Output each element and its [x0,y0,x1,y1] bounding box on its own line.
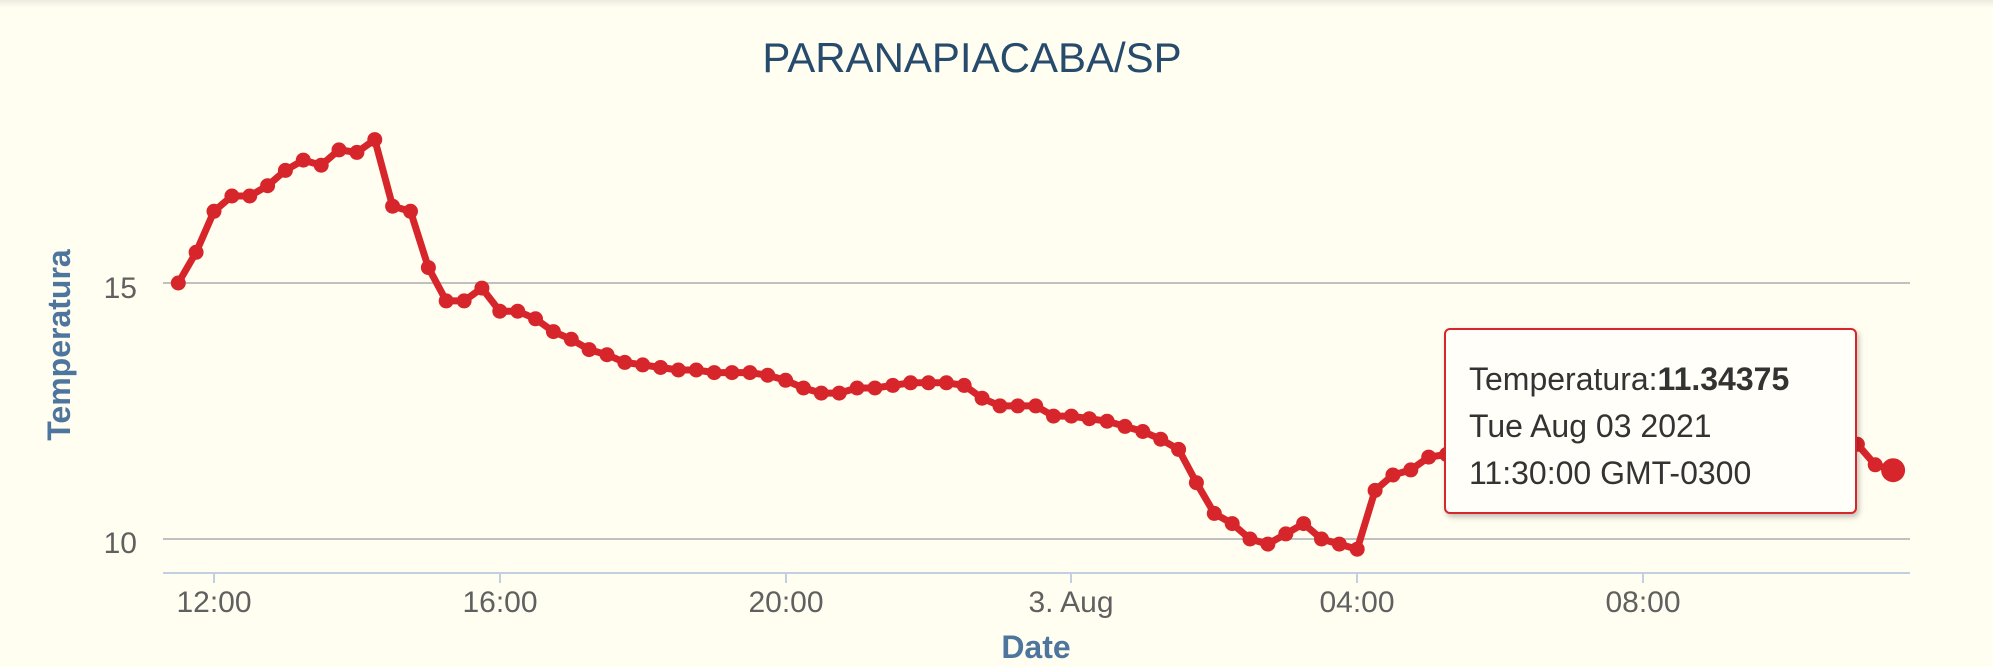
tooltip-time: 11:30:00 GMT-0300 [1469,455,1752,491]
tooltip-value: 11.34375 [1657,361,1790,397]
data-point[interactable] [1063,408,1079,424]
data-point[interactable] [1278,526,1294,542]
data-point[interactable] [170,275,186,291]
data-point[interactable] [420,260,436,276]
data-point[interactable] [1867,457,1883,473]
chart-title: PARANAPIACABA/SP [762,34,1181,81]
data-point[interactable] [813,385,829,401]
data-point[interactable] [385,198,401,214]
data-point[interactable] [456,293,472,309]
x-tick-label: 04:00 [1319,586,1394,619]
data-point[interactable] [528,311,543,327]
data-point[interactable] [742,365,758,381]
data-point[interactable] [1153,431,1169,447]
data-point[interactable] [1421,449,1437,465]
data-point[interactable] [974,390,990,406]
data-point[interactable] [885,377,901,393]
data-point[interactable] [1117,418,1133,434]
data-point[interactable] [1028,398,1044,414]
data-point[interactable] [1403,462,1419,478]
data-point[interactable] [313,157,329,173]
y-tick-label-15: 15 [104,272,137,305]
tooltip-date: Tue Aug 03 2021 [1469,408,1712,444]
y-tick-label-10: 10 [104,527,137,560]
data-point[interactable] [1135,424,1151,439]
data-point[interactable] [1242,531,1258,547]
data-point[interactable] [295,152,311,168]
data-point[interactable] [1314,531,1329,547]
data-point[interactable] [1188,475,1204,491]
x-tick-label: 12:00 [176,586,251,619]
data-point[interactable] [545,324,561,340]
data-point[interactable] [367,132,383,148]
x-tick-label: 3. Aug [1028,586,1113,619]
data-point[interactable] [1367,482,1383,498]
data-point[interactable] [1260,536,1276,552]
data-point[interactable] [867,380,883,396]
data-point[interactable] [903,375,919,391]
data-point[interactable] [653,360,669,375]
data-point[interactable] [635,357,651,373]
data-point[interactable] [492,303,508,319]
data-point[interactable] [1046,408,1061,424]
data-point[interactable] [510,303,526,319]
data-point[interactable] [1224,516,1240,532]
x-axis-title: Date [1001,629,1070,665]
data-point[interactable] [331,142,347,158]
data-point[interactable] [831,385,847,401]
hover-tooltip: Temperatura:11.34375 Tue Aug 03 2021 11:… [1444,328,1857,514]
data-point[interactable] [1171,441,1187,457]
data-point[interactable] [242,188,258,204]
hovered-data-point[interactable] [1881,458,1906,483]
data-point[interactable] [1206,505,1222,521]
x-tick-label: 16:00 [462,586,537,619]
tooltip-value-line: Temperatura:11.34375 [1469,356,1855,403]
data-point[interactable] [1010,398,1026,414]
data-point[interactable] [921,375,936,391]
data-point[interactable] [724,365,740,381]
data-point[interactable] [938,375,954,391]
data-point[interactable] [563,331,579,347]
data-point[interactable] [599,347,615,363]
data-point[interactable] [474,280,490,296]
data-point[interactable] [992,398,1008,414]
data-point[interactable] [1296,516,1312,532]
data-point[interactable] [1081,411,1097,427]
data-point[interactable] [617,354,633,370]
data-point[interactable] [956,377,972,393]
top-shadow-bar [0,0,1993,8]
data-point[interactable] [849,380,865,396]
data-point[interactable] [403,203,418,219]
data-point[interactable] [1331,536,1347,552]
data-point[interactable] [438,293,454,309]
x-tick-label: 08:00 [1605,586,1680,619]
y-axis-title: Temperatura [41,249,77,441]
data-point[interactable] [224,188,240,204]
data-point[interactable] [581,342,597,358]
data-point[interactable] [670,362,686,378]
data-point[interactable] [796,380,811,396]
data-point[interactable] [1385,467,1401,483]
data-point[interactable] [706,365,722,381]
data-point[interactable] [1349,541,1365,557]
data-point[interactable] [1099,413,1115,429]
data-point[interactable] [688,362,704,378]
data-point[interactable] [349,144,365,160]
data-point[interactable] [260,178,276,194]
tooltip-series-label: Temperatura: [1469,361,1658,397]
data-point[interactable] [206,203,222,219]
x-tick-label: 20:00 [748,586,823,619]
data-point[interactable] [778,372,794,388]
data-point[interactable] [277,162,293,178]
data-point[interactable] [188,244,204,260]
data-point[interactable] [760,367,776,383]
